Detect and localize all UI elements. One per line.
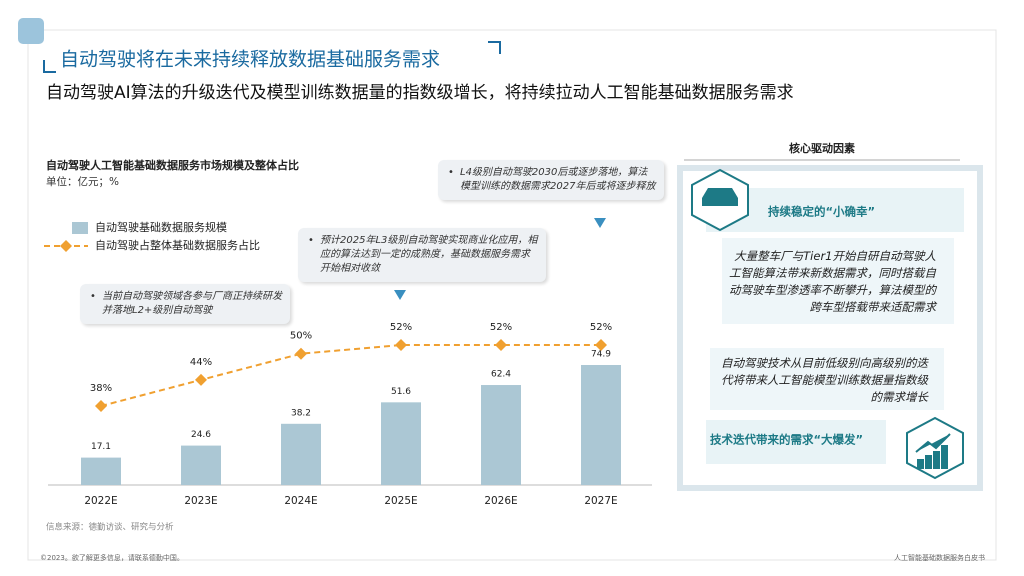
x-tick-label: 2026E: [484, 495, 517, 507]
value-label: 17.1: [91, 442, 111, 452]
x-tick-label: 2023E: [184, 495, 217, 507]
footer-left: ©2023。欲了解更多信息，请联系德勤中国。: [40, 553, 184, 562]
panel-frame: [677, 165, 983, 491]
bar: [81, 457, 121, 485]
value-label: 62.4: [491, 370, 511, 380]
value-label: 44%: [190, 357, 212, 368]
annotation: 当前自动驾驶领域各参与厂商正持续研发并落地L2+级别自动驾驶: [80, 284, 290, 324]
text-band: [710, 348, 944, 410]
bar: [581, 365, 621, 485]
subtitle: 自动驾驶AI算法的升级迭代及模型训练数据量的指数级增长，将持续拉动人工智能基础数…: [46, 83, 794, 103]
line: [100, 344, 601, 407]
bar: [281, 423, 321, 485]
bar: [481, 385, 521, 485]
marker: [195, 373, 207, 386]
marker: [95, 400, 107, 412]
value-label: 52%: [590, 322, 612, 333]
x-tick-label: 2024E: [284, 495, 317, 507]
marker: [295, 347, 307, 360]
panel-text: 大量整车厂与Tier1开始自研自动驾驶人工智能算法带来新数据需求，同时搭载自动驾…: [729, 249, 936, 314]
legend-swatch: [72, 222, 88, 234]
source: 信息来源：德勤访谈、研究与分析: [46, 522, 174, 533]
bar: [181, 445, 221, 485]
marker: [595, 339, 607, 351]
factor: 技术迭代带来的需求“大爆发”: [710, 433, 863, 447]
value-label: 52%: [490, 322, 512, 333]
chart-title: 自动驾驶人工智能基础数据服务市场规模及整体占比: [46, 158, 299, 172]
panel-text: 自动驾驶技术从目前低级别向高级别的迭代将带来人工智能模型训练数据量指数级的需求增…: [721, 356, 928, 404]
x-tick-label: 2027E: [584, 495, 617, 507]
legend-label: 自动驾驶基础数据服务规模: [95, 220, 227, 234]
chart-icon: [915, 433, 951, 469]
marker: [395, 339, 407, 351]
title-bracket: [43, 41, 501, 73]
text-band: [722, 238, 954, 324]
car-icon: [702, 188, 738, 206]
footer-right: 人工智能基础数据服务白皮书: [894, 553, 985, 562]
value-label: 24.6: [191, 430, 211, 440]
value-label: 52%: [390, 322, 412, 333]
factor-band: [706, 420, 886, 464]
value-label: 38%: [90, 383, 112, 394]
legend-swatch: [60, 240, 72, 252]
annotation: L4级别自动驾驶2030后或逐步落地，算法模型训练的数据需求2027年后或将逐步…: [438, 160, 664, 200]
bar: [381, 402, 421, 485]
panel-title: 核心驱动因素: [789, 141, 855, 155]
factor: 持续稳定的“小确幸”: [768, 205, 875, 219]
logo: [18, 18, 44, 44]
value-label: 50%: [290, 331, 312, 342]
legend-label: 自动驾驶占整体基础数据服务占比: [95, 238, 260, 252]
value-label: 38.2: [291, 408, 311, 418]
title: 自动驾驶将在未来持续释放数据基础服务需求: [60, 49, 440, 71]
x-tick-label: 2025E: [384, 495, 417, 507]
unit: 单位：亿元；%: [46, 175, 119, 188]
value-label: 74.9: [591, 350, 611, 360]
marker: [495, 339, 507, 351]
x-tick-label: 2022E: [84, 495, 117, 507]
value-label: 51.6: [391, 387, 411, 397]
annotation: 预计2025年L3级别自动驾驶实现商业化应用，相应的算法达到一定的成熟度，基础数…: [298, 228, 546, 282]
